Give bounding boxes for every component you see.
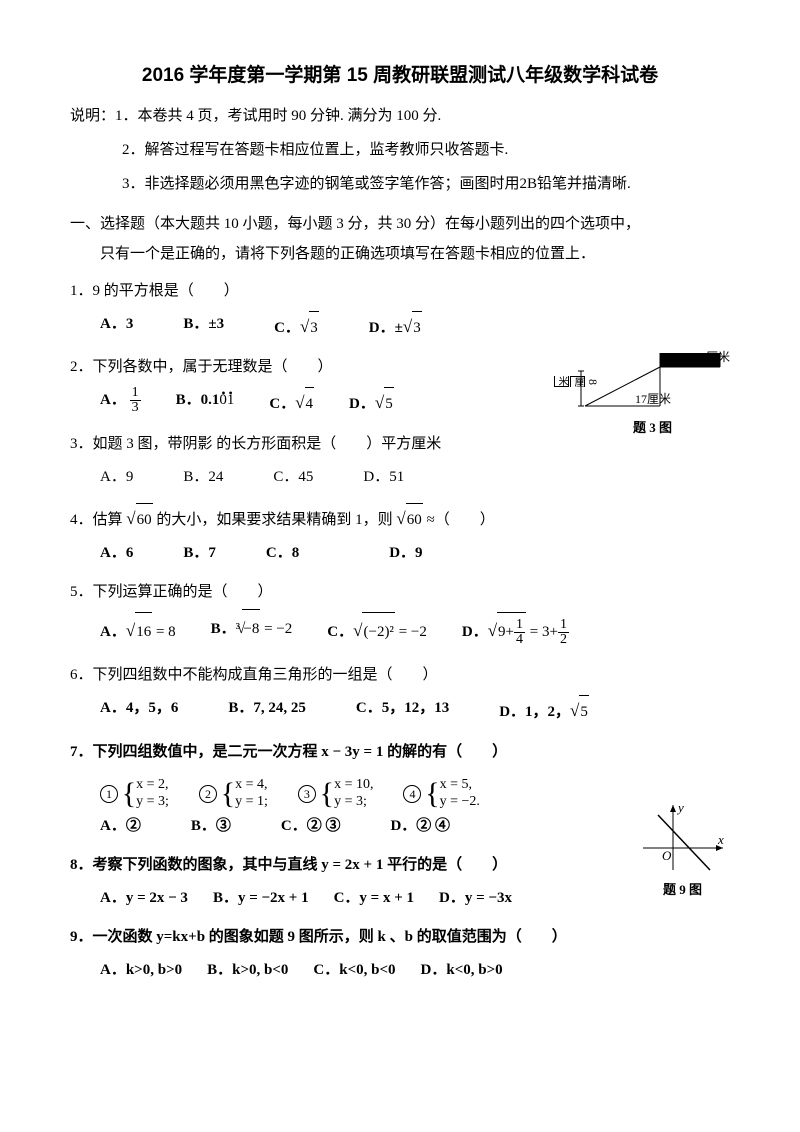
- question-3: 3．如题 3 图，带阴影 的长方形面积是（ ）平方厘米 A．9 B．24 C．4…: [70, 428, 730, 494]
- q7-opt-d: D．② ④: [390, 810, 450, 843]
- q6-opt-b: B．7, 24, 25: [228, 692, 306, 729]
- q9-opt-c: C．k<0, b<0: [313, 954, 395, 987]
- q8-opt-b: B．y = −2x + 1: [213, 882, 309, 915]
- q3-opt-d: D．51: [363, 461, 404, 494]
- instruction-2: 2．解答过程写在答题卡相应位置上，监考教师只收答题卡.: [70, 135, 730, 165]
- q8-opt-a: A．y = 2x − 3: [100, 882, 188, 915]
- q4-opt-a: A．6: [100, 537, 133, 570]
- q8-text: 8．考察下列函数的图象，其中与直线 y = 2x + 1 平行的是（ ）: [70, 849, 730, 882]
- instruction-3: 3．非选择题必须用黑色字迹的钢笔或签字笔作答；画图时用2B铅笔并描清晰.: [70, 169, 730, 199]
- question-2: 2．下列各数中，属于无理数是（ ） A． 13 B．0.1• •01 C．4 D…: [70, 351, 730, 421]
- q5-text: 5．下列运算正确的是（ ）: [70, 576, 730, 609]
- q5-opt-c: C．(−2)² = −2: [327, 609, 427, 653]
- q1-text: 1．9 的平方根是（ ）: [70, 275, 730, 308]
- section-a-header: 一、选择题（本大题共 10 小题，每小题 3 分，共 30 分）在每小题列出的四…: [70, 209, 730, 269]
- question-7: 7．下列四组数值中，是二元一次方程 x − 3y = 1 的解的有（ ） 1 {…: [70, 736, 730, 844]
- question-9: 9．一次函数 y=kx+b 的图象如题 9 图所示，则 k 、b 的取值范围为（…: [70, 921, 730, 987]
- q9-opt-a: A．k>0, b>0: [100, 954, 182, 987]
- q1-opt-b: B．±3: [183, 308, 224, 345]
- q6-text: 6．下列四组数中不能构成直角三角形的一组是（ ）: [70, 659, 730, 692]
- q9-opt-b: B．k>0, b<0: [207, 954, 288, 987]
- q7-text: 7．下列四组数值中，是二元一次方程 x − 3y = 1 的解的有（ ）: [70, 736, 730, 769]
- q4-text: 4．估算 60 的大小，如果要求结果精确到 1，则 60 ≈（ ）: [70, 500, 730, 537]
- q4-opt-c: C．8: [266, 537, 299, 570]
- q6-opt-d: D．1，2，5: [499, 692, 589, 729]
- q1-opt-c: C．3: [274, 308, 319, 345]
- q7-case-1: 1 {x = 2,y = 3;: [100, 777, 169, 811]
- q8-opt-d: D．y = −3x: [439, 882, 512, 915]
- q6-opt-c: C．5，12，13: [356, 692, 449, 729]
- q2-opt-c: C．4: [269, 384, 314, 421]
- q7-case-4: 4 {x = 5,y = −2.: [403, 777, 479, 811]
- q1-opt-a: A．3: [100, 308, 133, 345]
- q7-opt-c: C．② ③: [281, 810, 341, 843]
- instruction-1: 说明：1．本卷共 4 页，考试用时 90 分钟. 满分为 100 分.: [70, 101, 730, 131]
- question-4: 4．估算 60 的大小，如果要求结果精确到 1，则 60 ≈（ ） A．6 B．…: [70, 500, 730, 570]
- question-5: 5．下列运算正确的是（ ） A．16 = 8 B．−8 = −2 C．(−2)²…: [70, 576, 730, 653]
- q5-opt-d: D．9+14 = 3+12: [462, 609, 569, 653]
- q4-opt-d: D．9: [389, 537, 422, 570]
- q7-opt-a: A．②: [100, 810, 141, 843]
- q7-opt-b: B．③: [191, 810, 231, 843]
- q7-case-3: 3 {x = 10,y = 3;: [298, 777, 374, 811]
- q2-opt-b: B．0.1• •01: [176, 384, 235, 421]
- question-6: 6．下列四组数中不能构成直角三角形的一组是（ ） A．4，5，6 B．7, 24…: [70, 659, 730, 729]
- q4-opt-b: B．7: [183, 537, 216, 570]
- q6-opt-a: A．4，5，6: [100, 692, 178, 729]
- q3-opt-b: B．24: [183, 461, 223, 494]
- q7-case-2: 2 {x = 4,y = 1;: [199, 777, 268, 811]
- q2-opt-d: D．5: [349, 384, 394, 421]
- q3-opt-a: A．9: [100, 461, 133, 494]
- q2-text: 2．下列各数中，属于无理数是（ ）: [70, 351, 730, 384]
- q3-opt-c: C．45: [273, 461, 313, 494]
- q3-text: 3．如题 3 图，带阴影 的长方形面积是（ ）平方厘米: [70, 428, 730, 461]
- exam-page: 2016 学年度第一学期第 15 周教研联盟测试八年级数学科试卷 说明：1．本卷…: [0, 0, 800, 1027]
- q9-opt-d: D．k<0, b>0: [421, 954, 503, 987]
- q5-opt-b: B．−8 = −2: [211, 609, 293, 653]
- page-title: 2016 学年度第一学期第 15 周教研联盟测试八年级数学科试卷: [70, 60, 730, 87]
- question-8: 8．考察下列函数的图象，其中与直线 y = 2x + 1 平行的是（ ） A．y…: [70, 849, 730, 915]
- q1-opt-d: D．±3: [369, 308, 422, 345]
- q8-opt-c: C．y = x + 1: [334, 882, 414, 915]
- q2-opt-a: A． 13: [100, 384, 141, 421]
- q5-opt-a: A．16 = 8: [100, 609, 176, 653]
- q9-text: 9．一次函数 y=kx+b 的图象如题 9 图所示，则 k 、b 的取值范围为（…: [70, 921, 730, 954]
- question-1: 1．9 的平方根是（ ） A．3 B．±3 C．3 D．±3: [70, 275, 730, 345]
